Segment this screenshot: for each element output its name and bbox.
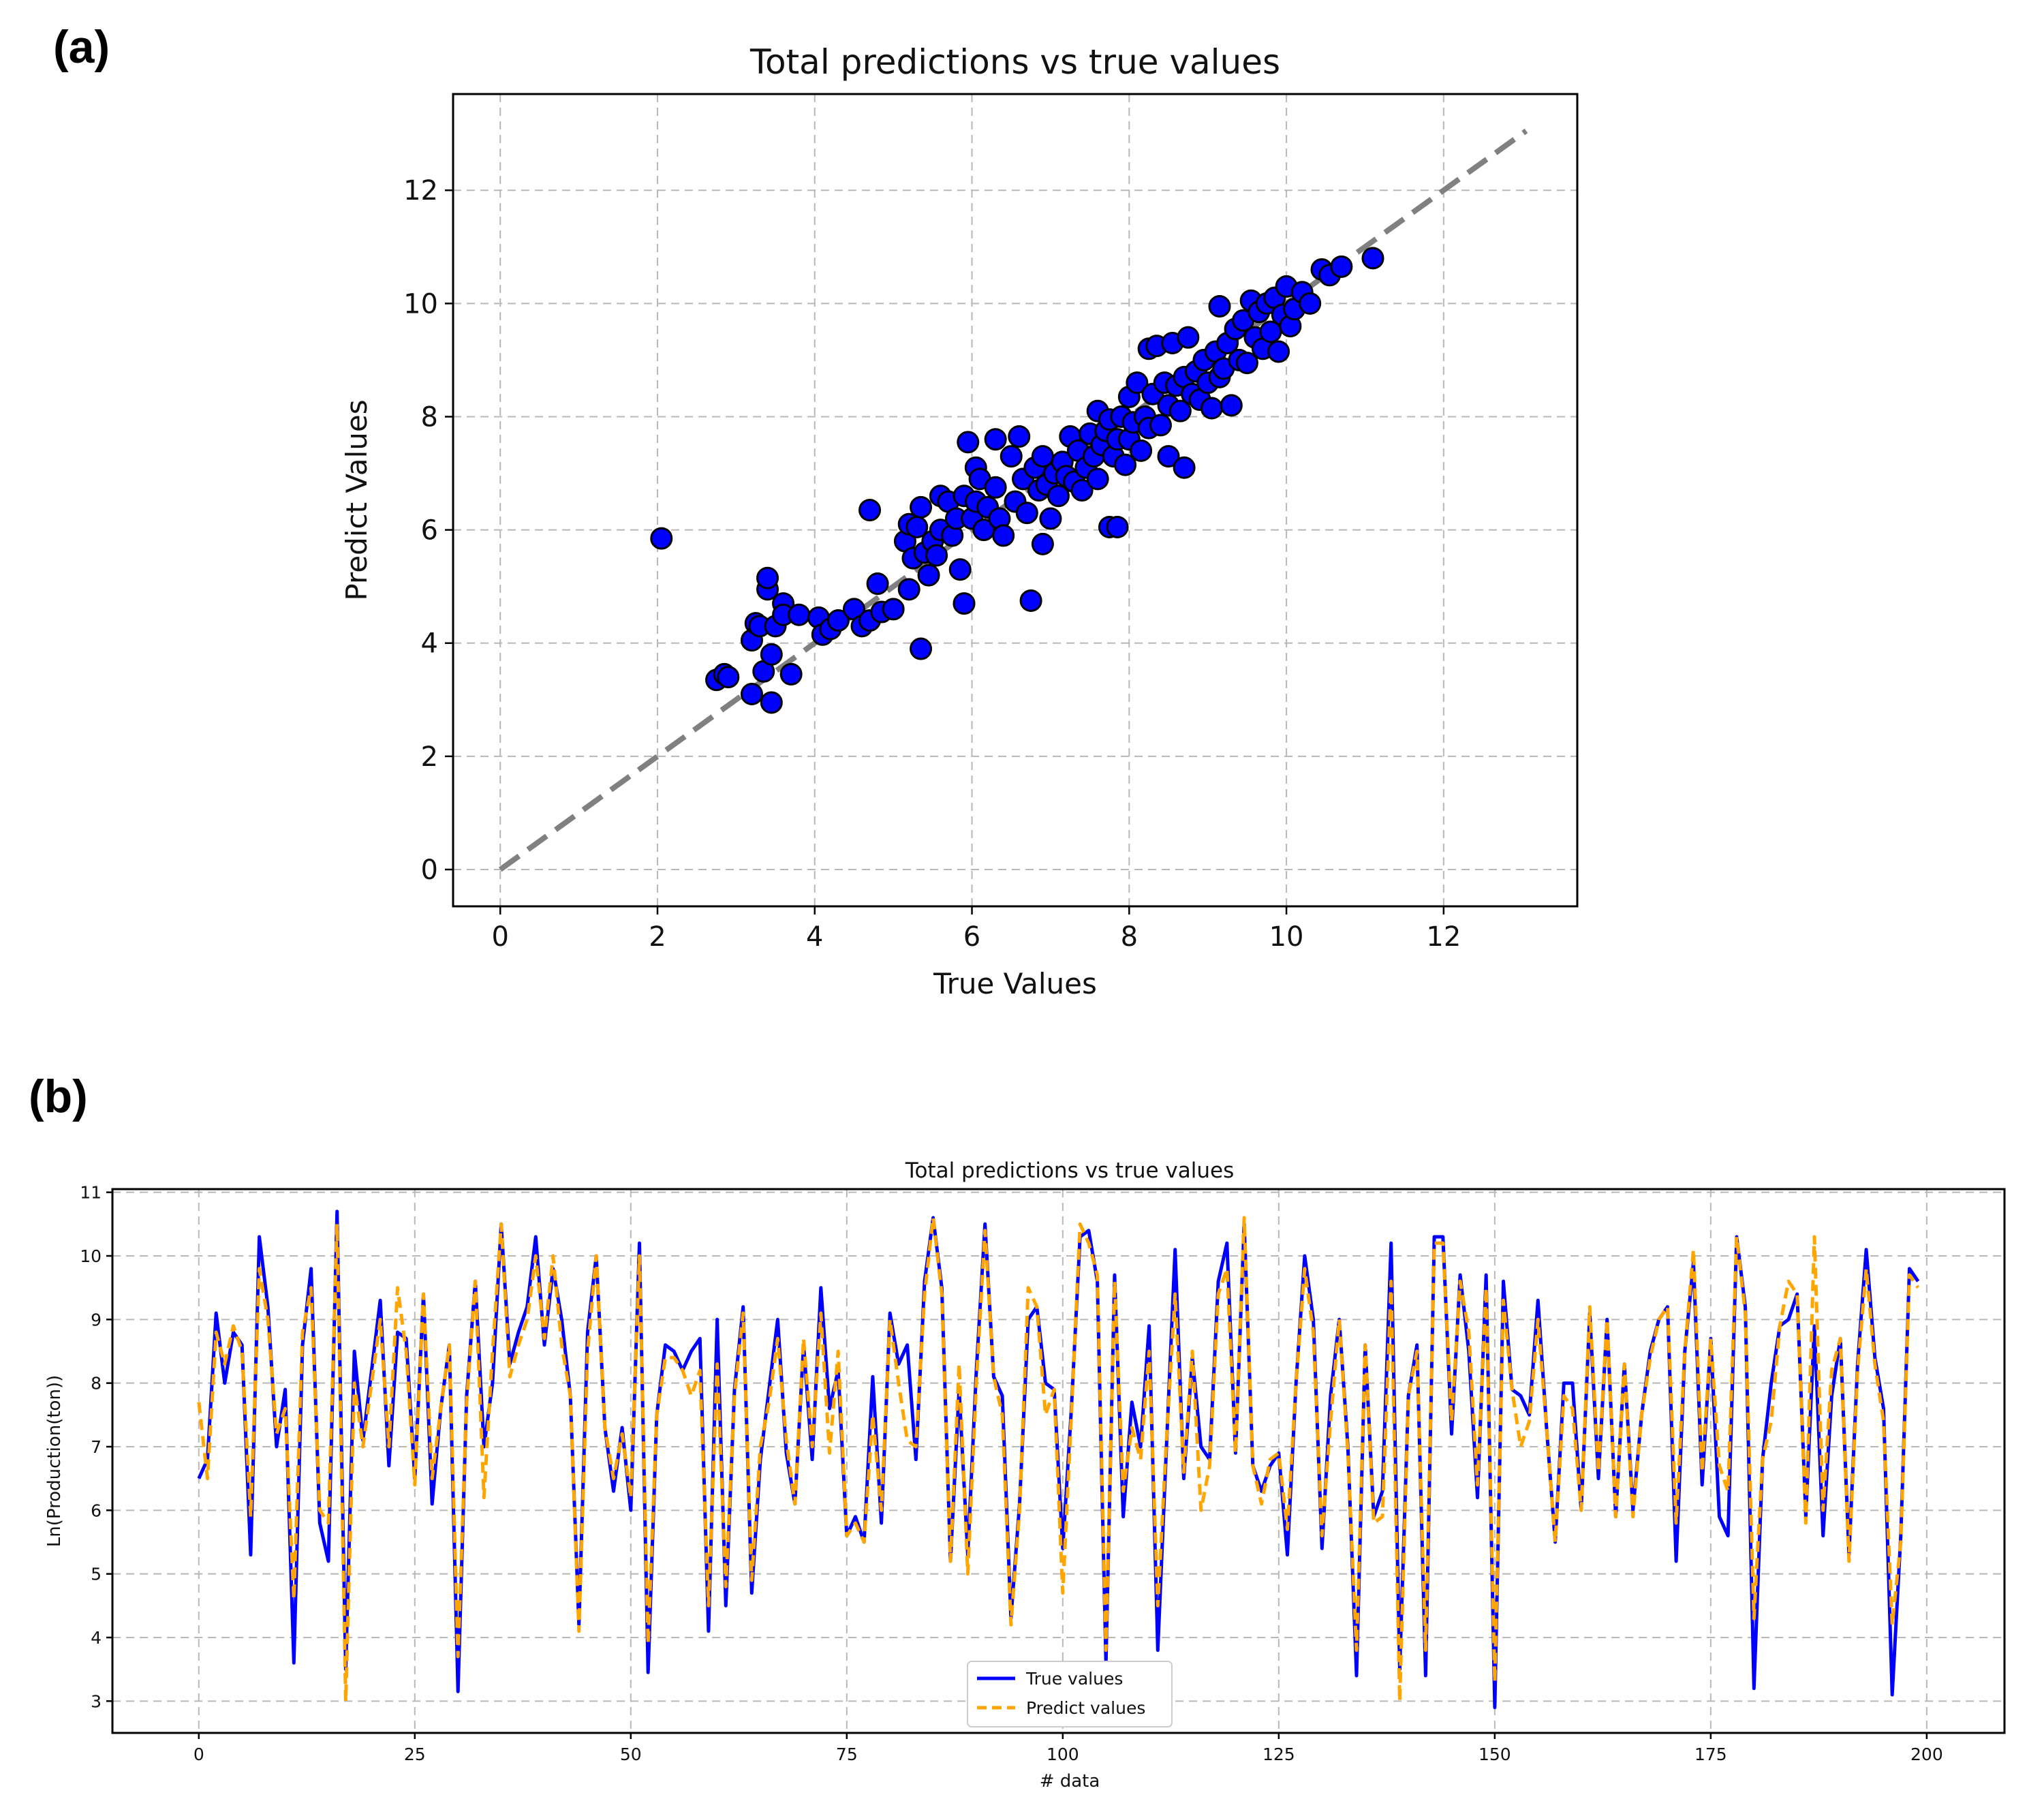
line-y-tick-label: 4 (91, 1628, 102, 1648)
line-y-tick-label: 3 (91, 1691, 102, 1711)
scatter-point (1106, 515, 1129, 538)
line-y-tick-label: 9 (91, 1310, 102, 1329)
line-x-label: # data (1040, 1771, 1100, 1792)
scatter-point (1015, 502, 1038, 525)
line-y-tick-label: 10 (80, 1246, 102, 1266)
scatter-point (858, 499, 882, 522)
scatter-point (1149, 414, 1172, 437)
scatter-point (1086, 467, 1109, 491)
scatter-point (1330, 255, 1353, 278)
scatter-point (984, 476, 1007, 499)
scatter-frame (452, 93, 1579, 908)
scatter-point (1047, 485, 1070, 508)
scatter-y-tick-label: 8 (421, 401, 438, 433)
scatter-x-tick-label: 0 (492, 921, 509, 953)
scatter-x-tick-label: 2 (649, 921, 666, 953)
legend: True values Predict values (967, 1661, 1173, 1727)
scatter-point (1173, 456, 1196, 479)
scatter-point (1157, 445, 1180, 468)
panel-label-a: (a) (53, 21, 110, 73)
scatter-point (740, 683, 763, 706)
scatter-point (984, 428, 1007, 451)
scatter-point (1361, 247, 1384, 270)
scatter-point (1235, 352, 1258, 375)
scatter-point (957, 431, 980, 454)
scatter-point (756, 566, 779, 589)
scatter-point (953, 592, 976, 615)
scatter-point (1177, 326, 1200, 349)
scatter-point (760, 691, 783, 714)
scatter-point (925, 544, 948, 567)
line-x-tick-label: 200 (1910, 1744, 1943, 1764)
scatter-point (1130, 439, 1153, 462)
line-x-tick-label: 25 (404, 1744, 426, 1764)
scatter-x-tick-label: 6 (963, 921, 980, 953)
scatter-y-tick-label: 12 (403, 175, 438, 206)
scatter-point (1267, 340, 1290, 363)
line-x-tick-label: 0 (193, 1744, 204, 1764)
line-y-label: Ln(Production(ton)) (44, 1375, 65, 1547)
scatter-point (882, 598, 905, 621)
line-x-tick-label: 75 (836, 1744, 858, 1764)
scatter-x-tick-label: 8 (1121, 921, 1138, 953)
scatter-point (1126, 371, 1149, 395)
scatter-y-tick-label: 4 (421, 628, 438, 660)
predict-values-line (197, 1216, 1920, 1703)
scatter-y-tick-label: 0 (421, 855, 438, 886)
scatter-title: Total predictions vs true values (749, 42, 1280, 82)
line-x-tick-label: 175 (1694, 1744, 1727, 1764)
scatter-y-tick-label: 6 (421, 515, 438, 547)
line-y-tick-label: 11 (80, 1183, 102, 1203)
scatter-point (760, 643, 783, 666)
scatter-point (1208, 294, 1231, 318)
scatter-chart: Total predictions vs true values 0 2 4 6 8 10… (340, 42, 1579, 1000)
scatter-x-tick-label: 10 (1269, 921, 1304, 953)
legend-box (967, 1661, 1173, 1727)
scatter-y-tick-label: 10 (403, 288, 438, 320)
line-y-tick-label: 7 (91, 1437, 102, 1457)
scatter-point (1039, 507, 1062, 530)
line-title: Total predictions vs true values (905, 1158, 1234, 1183)
scatter-point (910, 495, 933, 519)
scatter-point (897, 578, 920, 601)
scatter-x-tick-label: 4 (806, 921, 823, 953)
scatter-point (1000, 445, 1023, 468)
scatter-point (717, 666, 740, 689)
panel-label-b: (b) (29, 1071, 88, 1122)
line-y-tick-label: 6 (91, 1501, 102, 1520)
line-x-tick-label: 100 (1047, 1744, 1079, 1764)
scatter-point (992, 524, 1015, 547)
scatter-point (826, 609, 850, 632)
scatter-point (866, 572, 889, 596)
line-y-tick-label: 5 (91, 1565, 102, 1584)
line-frame (111, 1188, 2006, 1734)
legend-predict-label: Predict values (1026, 1698, 1145, 1718)
line-x-tick-label: 50 (620, 1744, 642, 1764)
scatter-x-label: True Values (933, 967, 1097, 1000)
scatter-y-tick-label: 2 (421, 741, 438, 773)
scatter-point (1008, 425, 1031, 448)
line-x-tick-label: 150 (1478, 1744, 1511, 1764)
line-x-tick-label: 125 (1263, 1744, 1295, 1764)
scatter-point (1168, 399, 1192, 422)
scatter-point (1070, 478, 1094, 502)
legend-true-label: True values (1025, 1669, 1123, 1689)
scatter-x-tick-label: 12 (1426, 921, 1461, 953)
scatter-point (1114, 453, 1137, 476)
scatter-point (1220, 394, 1243, 417)
scatter-point (917, 564, 940, 587)
scatter-point (910, 637, 933, 660)
scatter-point (1031, 532, 1054, 555)
scatter-point (650, 527, 673, 550)
scatter-y-label: Predict Values (340, 399, 373, 600)
scatter-point (1019, 589, 1042, 612)
scatter-point (779, 662, 803, 686)
scatter-point (1299, 292, 1322, 315)
line-y-tick-label: 8 (91, 1374, 102, 1394)
scatter-point (948, 558, 972, 581)
